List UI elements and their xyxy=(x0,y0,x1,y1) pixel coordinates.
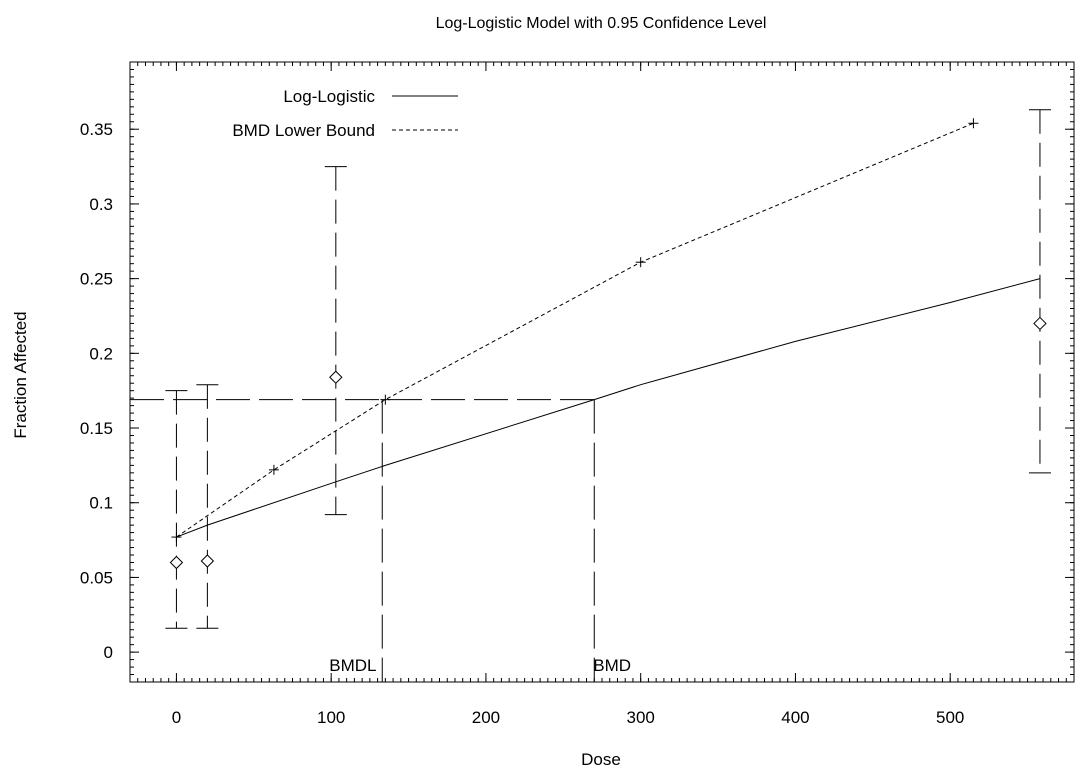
chart-title: Log-Logistic Model with 0.95 Confidence … xyxy=(436,15,767,32)
x-tick-label: 0 xyxy=(172,708,181,727)
y-tick-label: 0 xyxy=(104,643,113,662)
log-logistic-curve xyxy=(176,278,1041,538)
x-axis-label: Dose xyxy=(581,750,621,769)
y-tick-label: 0.2 xyxy=(89,344,113,363)
observed-point xyxy=(329,370,343,384)
plot-frame xyxy=(129,61,1075,683)
y-axis-label: Fraction Affected xyxy=(11,311,30,438)
x-tick-label: 400 xyxy=(781,708,809,727)
x-tick-label: 100 xyxy=(317,708,345,727)
ticks-layer: 0 100 200 300 400 500 0 0.05 0.1 0.15 0.2 0.25 0.3 0.… xyxy=(80,62,1074,727)
y-tick-label: 0.25 xyxy=(80,270,113,289)
x-tick-label: 200 xyxy=(472,708,500,727)
y-tick-label: 0.15 xyxy=(80,419,113,438)
reference-lines-layer xyxy=(130,399,595,682)
observed-point xyxy=(169,555,184,570)
y-tick-label: 0.35 xyxy=(80,120,113,139)
legend-label-bmd-lower-bound: BMD Lower Bound xyxy=(232,121,375,140)
bmd-lower-bound-curve xyxy=(176,122,974,538)
plot-frame-layer xyxy=(129,61,1075,683)
legend: Log-Logistic BMD Lower Bound xyxy=(232,87,458,140)
bmdl-label: BMDL xyxy=(329,656,376,675)
observations-layer xyxy=(165,109,1051,629)
y-tick-label: 0.05 xyxy=(80,568,113,587)
y-tick-label: 0.1 xyxy=(89,494,113,513)
x-tick-label: 300 xyxy=(627,708,655,727)
observed-point xyxy=(1033,316,1047,331)
series-layer xyxy=(171,118,1041,543)
observed-point xyxy=(200,554,215,568)
y-tick-label: 0.3 xyxy=(89,195,113,214)
x-tick-label: 500 xyxy=(936,708,964,727)
bmd-label: BMD xyxy=(593,656,631,675)
legend-label-log-logistic: Log-Logistic xyxy=(283,87,375,106)
